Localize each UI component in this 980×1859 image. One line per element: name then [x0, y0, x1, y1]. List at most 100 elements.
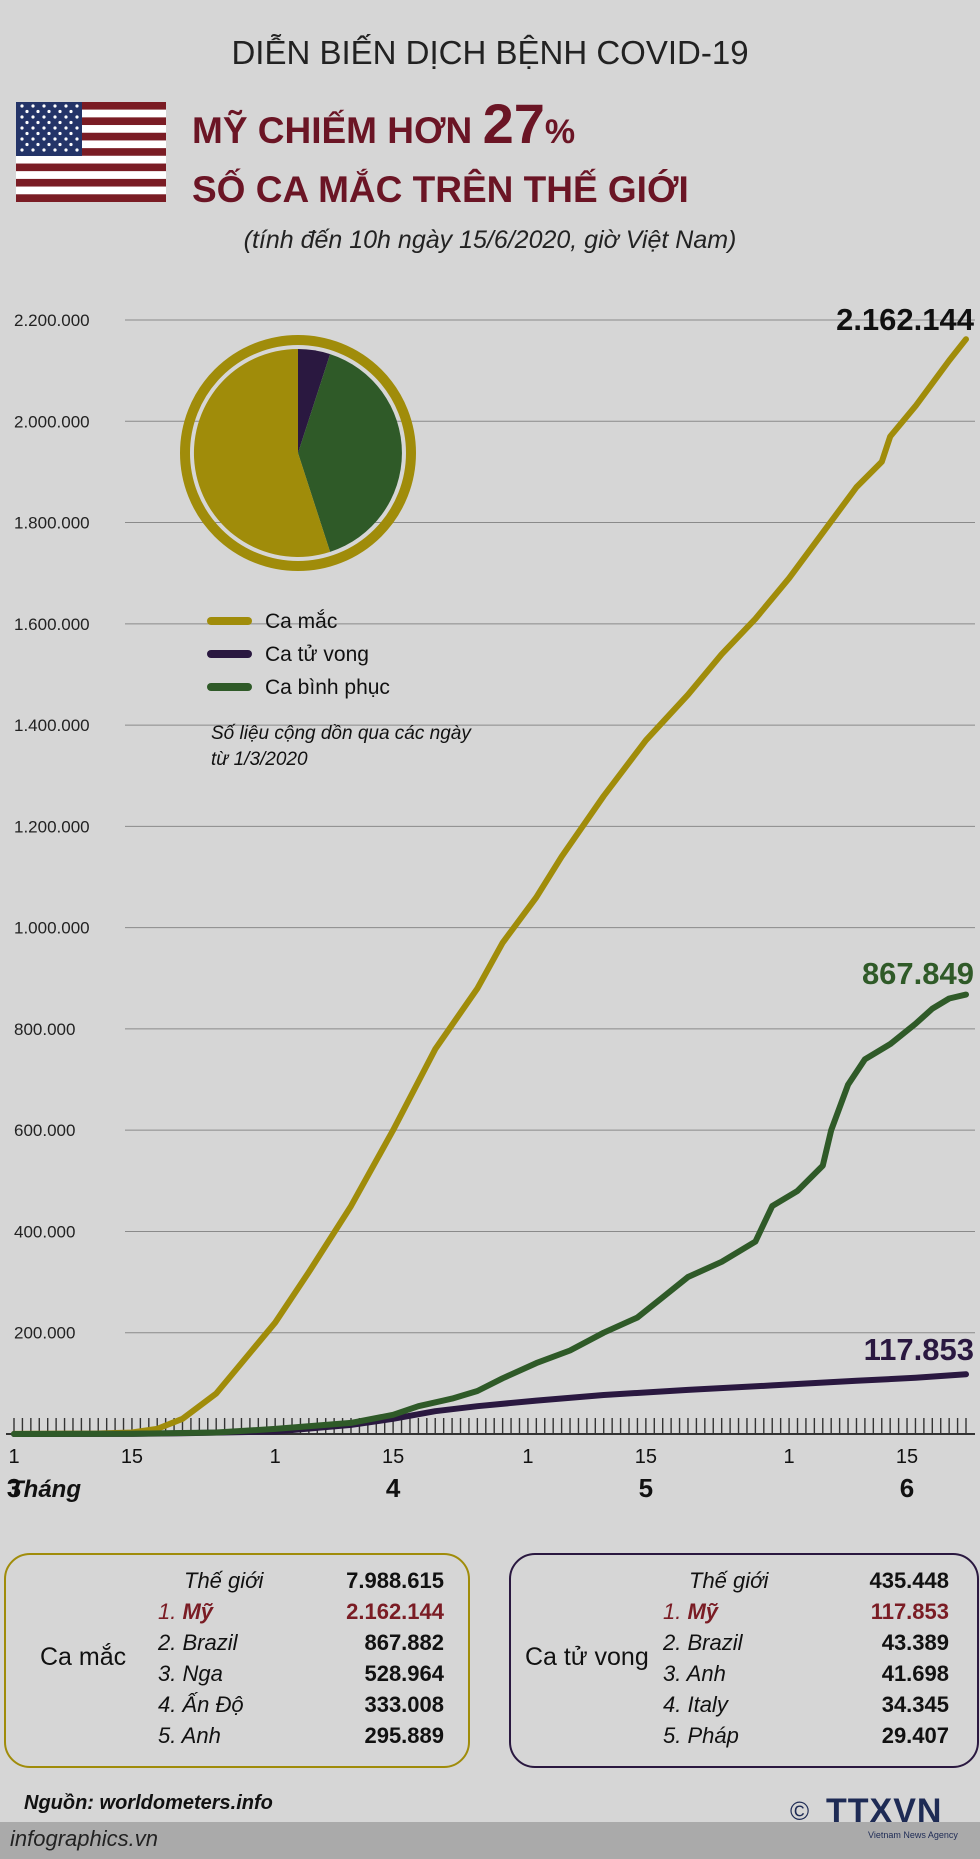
- table-row: 5. Anh 295.889: [158, 1720, 444, 1751]
- us-flag-icon: [16, 102, 166, 202]
- country: Nga: [182, 1660, 223, 1686]
- flag-star: [47, 120, 51, 125]
- country: Brazil: [182, 1629, 238, 1655]
- flag-star: [75, 115, 79, 119]
- flag-star: [42, 104, 46, 108]
- flag-star: [58, 120, 62, 125]
- copyright-icon: ©: [790, 1796, 810, 1826]
- country: Pháp: [687, 1722, 739, 1748]
- flag-star: [64, 115, 68, 119]
- x-month-prefix: Tháng: [9, 1476, 81, 1503]
- ttxvn-logo: TTXVN: [826, 1792, 943, 1830]
- flag-star: [75, 126, 79, 130]
- flag-star: [64, 137, 68, 141]
- count-value: 117.853: [870, 1598, 949, 1624]
- y-tick-label: 200.000: [14, 1324, 75, 1343]
- count-value: 34.345: [881, 1691, 949, 1717]
- flag-stripe: [16, 186, 166, 195]
- flag-stripe: [16, 171, 166, 179]
- series-end-label: 117.853: [864, 1332, 974, 1367]
- x-month-label: 5: [639, 1473, 653, 1503]
- table-row: 2. Brazil 867.882: [158, 1627, 444, 1658]
- rank: 3.: [158, 1660, 183, 1686]
- flag-star: [42, 148, 46, 152]
- flag-star: [31, 126, 35, 130]
- rank: 2.: [158, 1629, 183, 1655]
- flag-star: [69, 142, 73, 147]
- flag-star: [42, 115, 46, 119]
- country: Anh: [686, 1660, 726, 1686]
- flag-star: [47, 109, 51, 114]
- flag-star: [69, 120, 73, 125]
- flag-star: [53, 148, 57, 152]
- table-row: 3. Anh 41.698: [663, 1658, 949, 1689]
- flag-star: [58, 109, 62, 114]
- y-tick-label: 1.200.000: [14, 817, 90, 836]
- cases-table: Ca mắc Thế giới 7.988.615 1. Mỹ 2.162.144 2.…: [4, 1553, 470, 1768]
- rank: 2.: [663, 1629, 688, 1655]
- flag-star: [25, 109, 29, 114]
- source-credit: Nguồn: worldometers.info: [24, 1792, 273, 1814]
- flag-star: [25, 131, 29, 136]
- flag-star: [31, 104, 35, 108]
- country-name: 3. Anh: [663, 1661, 831, 1687]
- legend-label: Ca tử vong: [265, 643, 369, 666]
- x-tick-label: 1: [8, 1446, 19, 1468]
- x-tick-label: 15: [896, 1446, 918, 1468]
- flag-stripe: [16, 102, 166, 110]
- flag-star: [53, 115, 57, 119]
- flag-star: [75, 137, 79, 141]
- count-value: 43.389: [881, 1629, 949, 1655]
- flag-star: [53, 137, 57, 141]
- x-tick-label: 1: [270, 1446, 281, 1468]
- count-value: 7.988.615: [346, 1567, 444, 1593]
- flag-star: [75, 148, 79, 152]
- y-tick-label: 1.800.000: [14, 514, 90, 533]
- flag-stripe: [16, 132, 166, 141]
- country: Thế giới: [689, 1567, 769, 1593]
- flag-stripe: [16, 117, 166, 126]
- country: Brazil: [687, 1629, 743, 1655]
- x-tick-label: 15: [635, 1446, 657, 1468]
- flag-star: [58, 131, 62, 136]
- count-value: 333.008: [364, 1691, 444, 1717]
- x-tick-label: 15: [382, 1446, 404, 1468]
- x-tick-label: 1: [784, 1446, 795, 1468]
- pie-slice: [298, 354, 402, 552]
- flag-stripe: [16, 148, 166, 156]
- pie-slice: [193, 348, 331, 557]
- flag-stripe: [16, 109, 166, 118]
- flag-star: [36, 120, 40, 125]
- flag-star: [69, 109, 73, 114]
- flag-stripe: [16, 163, 166, 172]
- y-tick-label: 600.000: [14, 1121, 75, 1140]
- x-month-label: 6: [900, 1473, 914, 1503]
- recovered-line: [11, 991, 969, 1437]
- cases-line: [11, 336, 969, 1437]
- flag-star: [64, 104, 68, 108]
- flag-star: [42, 126, 46, 130]
- rank: 1.: [158, 1598, 183, 1624]
- subtitle: (tính đến 10h ngày 15/6/2020, giờ Việt N…: [243, 226, 737, 254]
- headline-percent: %: [544, 113, 576, 151]
- rank: 3.: [663, 1660, 687, 1686]
- table-row: 3. Nga 528.964: [158, 1658, 444, 1689]
- count-value: 528.964: [364, 1660, 444, 1686]
- x-month-label: 4: [386, 1473, 401, 1503]
- cases-table-label: Ca mắc: [40, 1643, 127, 1671]
- table-row: Thế giới 7.988.615: [158, 1565, 444, 1596]
- y-tick-label: 1.400.000: [14, 716, 90, 735]
- flag-star: [58, 142, 62, 147]
- country: Mỹ: [687, 1598, 719, 1624]
- headline: MỸ CHIẾM HƠN 27% SỐ CA MẮC TRÊN THẾ GIỚI: [192, 95, 689, 219]
- country-name: 2. Brazil: [663, 1630, 831, 1656]
- count-value: 435.448: [869, 1567, 949, 1593]
- flag-stripe: [16, 178, 166, 187]
- flag-star: [36, 131, 40, 136]
- flag-stripe: [16, 125, 166, 133]
- country-name: 1. Mỹ: [663, 1599, 831, 1625]
- headline-pre: MỸ CHIẾM HƠN: [192, 110, 473, 151]
- footer-bar: [0, 1822, 980, 1859]
- rank: 4.: [663, 1691, 688, 1717]
- flag-star: [36, 142, 40, 147]
